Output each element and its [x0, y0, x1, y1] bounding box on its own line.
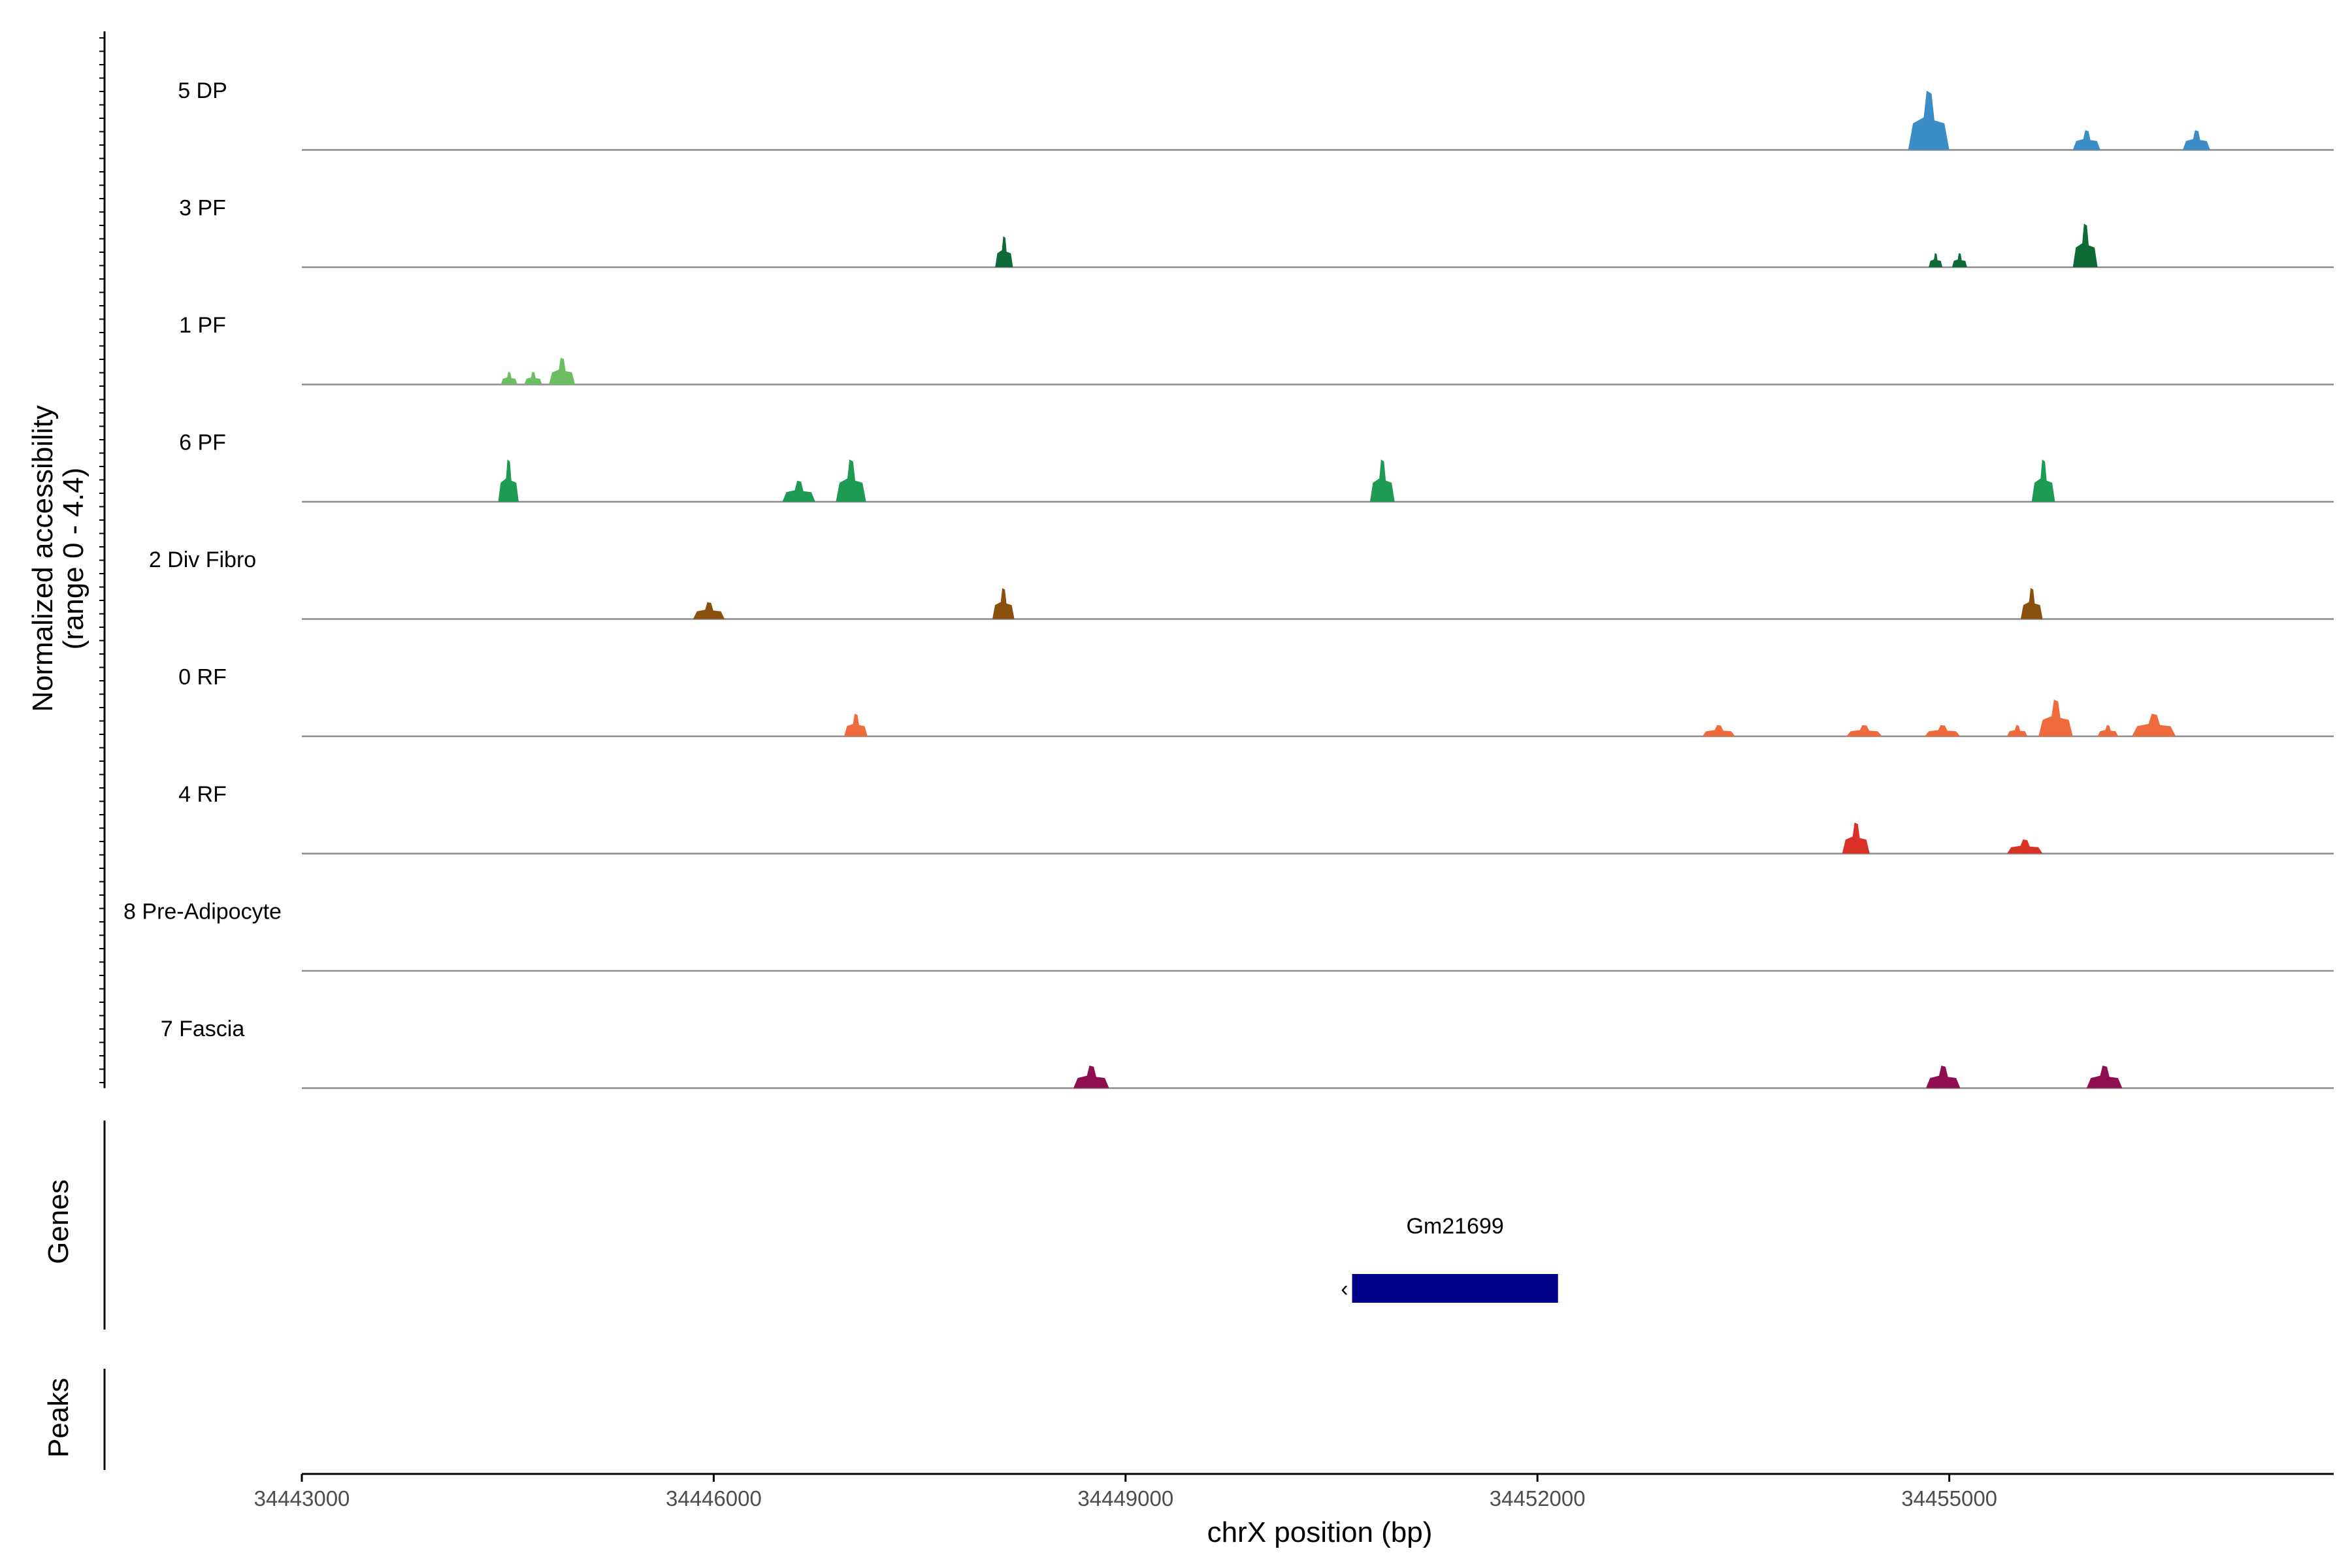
genes-panel-label: Genes	[42, 1179, 74, 1264]
peak-1-pf	[524, 372, 542, 385]
peak-6-pf	[498, 459, 519, 502]
x-tick-label: 34455000	[1901, 1486, 1997, 1511]
peak-3-pf	[1929, 253, 1943, 267]
peak-5-dp	[2072, 130, 2100, 150]
peak-6-pf	[1369, 459, 1395, 502]
peak-7-fascia	[1073, 1066, 1109, 1088]
track-label-1-pf: 1 PF	[179, 313, 226, 338]
gene-body-gm21699	[1352, 1274, 1558, 1303]
peak-0-rf	[1702, 725, 1735, 736]
track-label-3-pf: 3 PF	[179, 196, 226, 221]
y-axis-title-line2: (range 0 - 4.4)	[57, 468, 90, 650]
track-label-7-fascia: 7 Fascia	[161, 1017, 245, 1041]
peak-5-dp	[1908, 90, 1950, 150]
track-label-0-rf: 0 RF	[178, 665, 227, 690]
plot-layer: 5 DP 3 PF 1 PF 6 PF 2 Div Fibro 0 RF 4 RF 8 Pre…	[99, 31, 2334, 1511]
x-axis-title: chrX position (bp)	[1207, 1516, 1433, 1548]
peak-1-pf	[549, 357, 576, 385]
peak-4-rf	[2006, 839, 2043, 854]
peak-3-pf	[995, 236, 1013, 267]
peak-2-div-fibro	[2020, 588, 2043, 619]
track-label-8-pre-adipocyte: 8 Pre-Adipocyte	[123, 900, 282, 924]
track-label-6-pf: 6 PF	[179, 431, 226, 455]
track-label-4-rf: 4 RF	[178, 782, 227, 807]
peak-6-pf	[782, 480, 815, 502]
x-tick-label: 34443000	[254, 1486, 350, 1511]
peak-5-dp	[2182, 130, 2210, 150]
peak-6-pf	[836, 459, 866, 502]
peak-2-div-fibro	[693, 602, 725, 619]
track-label-5-dp: 5 DP	[178, 78, 227, 103]
peak-7-fascia	[1925, 1066, 1961, 1088]
peak-0-rf	[1924, 725, 1961, 736]
peak-0-rf	[2097, 725, 2119, 736]
x-tick-label: 34449000	[1077, 1486, 1173, 1511]
peak-0-rf	[2038, 699, 2073, 736]
peak-6-pf	[2031, 459, 2055, 502]
peak-1-pf	[500, 372, 517, 385]
peak-3-pf	[1952, 253, 1967, 267]
peak-7-fascia	[2086, 1066, 2123, 1088]
peak-0-rf	[2132, 713, 2176, 736]
peak-0-rf	[1846, 725, 1882, 736]
gene-strand-arrow: ‹	[1341, 1277, 1348, 1301]
x-tick-label: 34452000	[1490, 1486, 1586, 1511]
track-label-2-div-fibro: 2 Div Fibro	[149, 547, 256, 572]
peak-3-pf	[2072, 223, 2098, 267]
peak-0-rf	[844, 713, 868, 736]
peak-0-rf	[2006, 725, 2028, 736]
y-axis-title-line1: Normalized accessibility	[27, 405, 59, 711]
peak-4-rf	[1842, 823, 1870, 854]
peak-2-div-fibro	[992, 588, 1015, 619]
peaks-panel-label: Peaks	[42, 1378, 74, 1458]
gene-label: Gm21699	[1406, 1214, 1503, 1239]
x-tick-label: 34446000	[666, 1486, 762, 1511]
